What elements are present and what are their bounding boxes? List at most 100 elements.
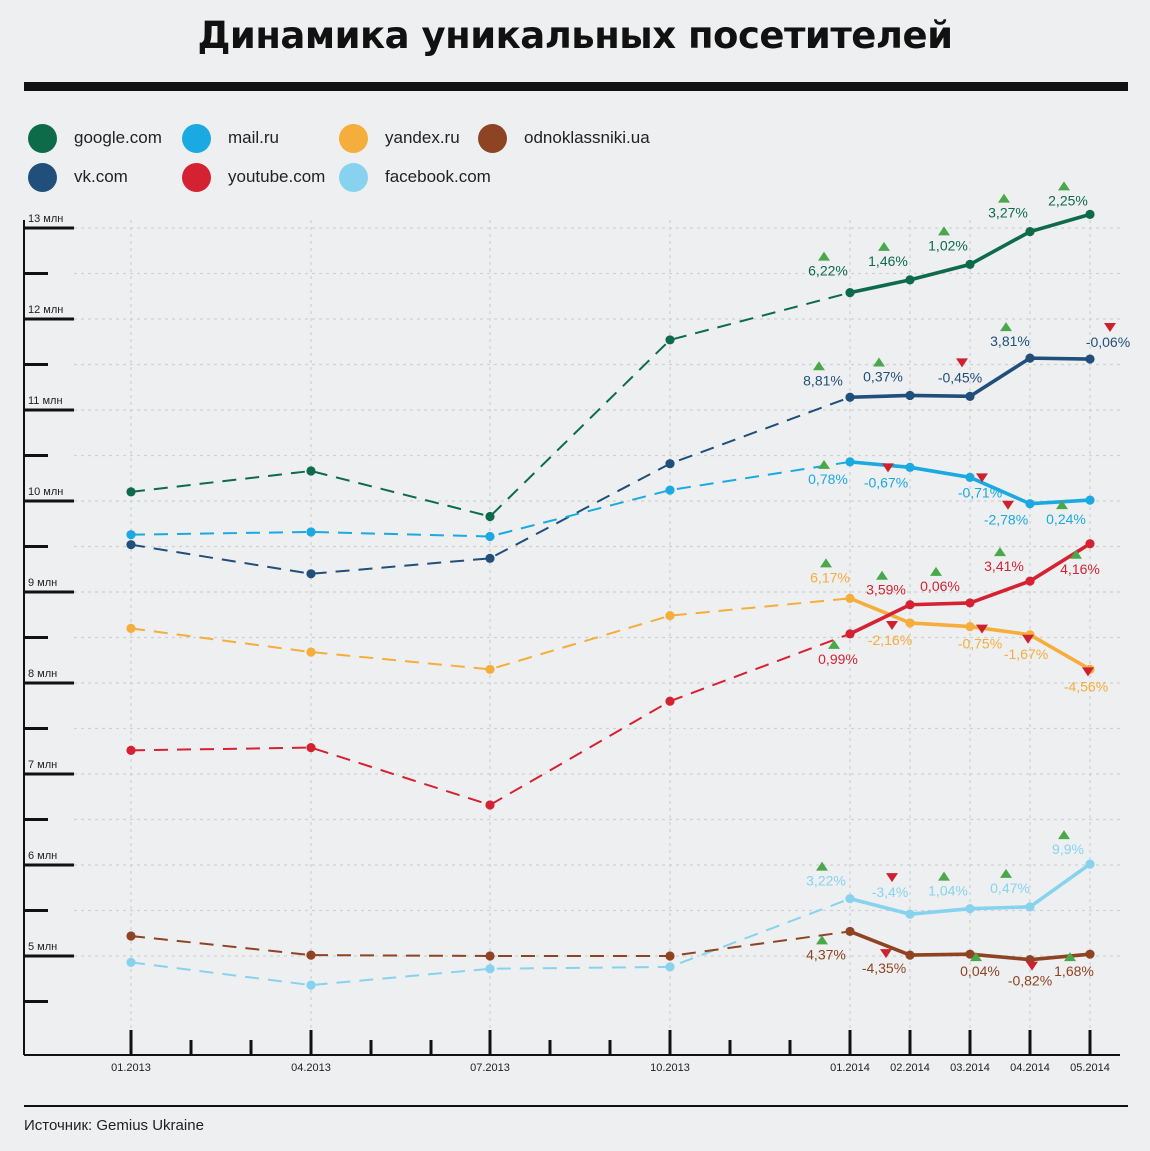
data-point xyxy=(965,904,975,914)
change-label: -0,67% xyxy=(864,474,908,490)
data-point xyxy=(965,621,975,632)
arrow-down-icon xyxy=(886,873,898,883)
legend-swatch xyxy=(339,123,368,153)
data-point xyxy=(845,457,855,467)
data-point xyxy=(1085,539,1095,549)
x-tick-label: 01.2013 xyxy=(111,1062,151,1074)
y-tick-label: 6 млн xyxy=(28,850,57,862)
arrow-up-icon xyxy=(938,871,950,881)
change-label: 0,24% xyxy=(1046,511,1086,527)
change-label: -0,75% xyxy=(958,636,1002,652)
change-label: -2,78% xyxy=(984,512,1028,528)
legend-label: google.com xyxy=(74,128,162,147)
legend-item: mail.ru xyxy=(182,123,279,153)
legend-swatch xyxy=(339,162,368,192)
data-point xyxy=(965,472,975,482)
arrow-up-icon xyxy=(1064,952,1076,962)
change-label: 0,99% xyxy=(818,651,858,667)
arrow-down-icon xyxy=(1082,667,1094,677)
x-tick-label: 07.2013 xyxy=(470,1062,510,1074)
legend-swatch xyxy=(28,123,57,153)
arrow-up-icon xyxy=(828,639,840,649)
legend-swatch xyxy=(182,123,211,153)
data-point xyxy=(1025,902,1035,912)
data-point xyxy=(845,593,855,603)
data-point xyxy=(665,485,675,495)
arrow-up-icon xyxy=(878,241,890,251)
series-line-dashed xyxy=(130,632,851,807)
change-label: -0,71% xyxy=(958,484,1002,500)
legend-label: odnoklassniki.ua xyxy=(524,128,650,147)
arrow-up-icon xyxy=(818,459,830,469)
y-tick-label: 8 млн xyxy=(28,668,57,680)
change-label: 6,17% xyxy=(810,569,850,585)
data-point xyxy=(665,459,675,469)
arrow-down-icon xyxy=(1026,961,1038,971)
data-point xyxy=(965,598,975,608)
data-point xyxy=(965,391,975,401)
arrow-down-icon xyxy=(1022,634,1034,644)
change-label: 3,81% xyxy=(990,333,1030,349)
series-lines xyxy=(126,209,1095,990)
legend-swatch xyxy=(28,162,57,192)
y-tick-label: 13 млн xyxy=(28,213,63,225)
series-line-dashed xyxy=(130,597,851,671)
arrow-up-icon xyxy=(1058,830,1070,840)
data-point xyxy=(485,664,495,674)
data-point xyxy=(126,530,136,540)
data-point xyxy=(485,531,495,542)
x-tick-label: 10.2013 xyxy=(650,1062,690,1074)
change-label: 1,68% xyxy=(1054,963,1094,979)
change-label: 0,06% xyxy=(920,578,960,594)
data-point xyxy=(1085,209,1095,219)
legend-label: youtube.com xyxy=(228,167,326,186)
data-point xyxy=(665,611,675,621)
legend-label: vk.com xyxy=(74,167,128,186)
legend-item: youtube.com xyxy=(182,162,325,192)
change-label: 1,04% xyxy=(928,883,968,899)
change-label: 6,22% xyxy=(808,263,848,279)
data-point xyxy=(965,949,975,959)
arrow-down-icon xyxy=(886,620,898,630)
legend-label: yandex.ru xyxy=(385,128,460,147)
arrow-up-icon xyxy=(930,566,942,576)
x-tick-label: 04.2014 xyxy=(1010,1062,1050,1074)
change-label: 3,59% xyxy=(866,582,906,598)
data-point xyxy=(905,950,915,960)
data-point xyxy=(485,951,495,961)
change-label: 0,47% xyxy=(990,880,1030,896)
data-point xyxy=(1085,354,1095,364)
arrow-up-icon xyxy=(873,357,885,367)
series-line-dashed xyxy=(130,396,851,575)
data-point xyxy=(306,647,316,657)
change-label: 1,46% xyxy=(868,253,908,269)
arrow-up-icon xyxy=(1070,549,1082,559)
data-point xyxy=(1025,227,1035,237)
change-label: 0,78% xyxy=(808,471,848,487)
arrow-up-icon xyxy=(998,193,1010,203)
data-point xyxy=(1025,499,1035,509)
data-point xyxy=(485,800,495,810)
data-point xyxy=(905,390,915,401)
change-label: 4,16% xyxy=(1060,561,1100,577)
arrow-down-icon xyxy=(882,463,894,473)
data-point xyxy=(845,288,855,298)
arrow-down-icon xyxy=(1002,500,1014,510)
y-tick-label: 11 млн xyxy=(28,395,63,407)
change-label: -4,56% xyxy=(1064,678,1108,694)
y-tick-label: 7 млн xyxy=(28,759,57,771)
data-point xyxy=(965,259,975,269)
change-label: 3,22% xyxy=(806,873,846,889)
legend-label: mail.ru xyxy=(228,128,280,147)
y-tick-label: 12 млн xyxy=(28,304,63,316)
change-label: 3,41% xyxy=(984,558,1024,574)
arrow-up-icon xyxy=(816,935,828,945)
change-label: -4,35% xyxy=(862,960,906,976)
change-label: -1,67% xyxy=(1004,646,1048,662)
title-divider xyxy=(24,82,1128,91)
data-point xyxy=(126,957,136,967)
axes: 5 млн 6 млн 7 млн 8 млн 9 млн 10 млн 11 млн 12 … xyxy=(23,213,1120,1074)
change-label: 9,9% xyxy=(1052,841,1084,857)
change-label: -0,45% xyxy=(938,369,982,385)
